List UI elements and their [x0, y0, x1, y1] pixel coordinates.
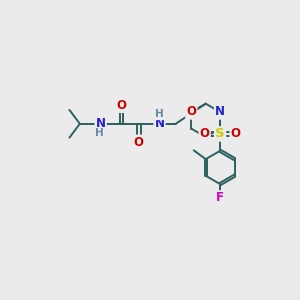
Text: N: N [215, 106, 225, 118]
Text: O: O [200, 128, 210, 140]
Text: N: N [96, 117, 106, 130]
Text: H: H [155, 109, 164, 119]
Text: O: O [186, 106, 196, 118]
Text: N: N [154, 117, 164, 130]
Text: O: O [134, 136, 144, 149]
Text: H: H [95, 128, 104, 139]
Text: O: O [116, 99, 126, 112]
Text: O: O [231, 128, 241, 140]
Text: S: S [215, 128, 225, 140]
Text: F: F [216, 191, 224, 204]
